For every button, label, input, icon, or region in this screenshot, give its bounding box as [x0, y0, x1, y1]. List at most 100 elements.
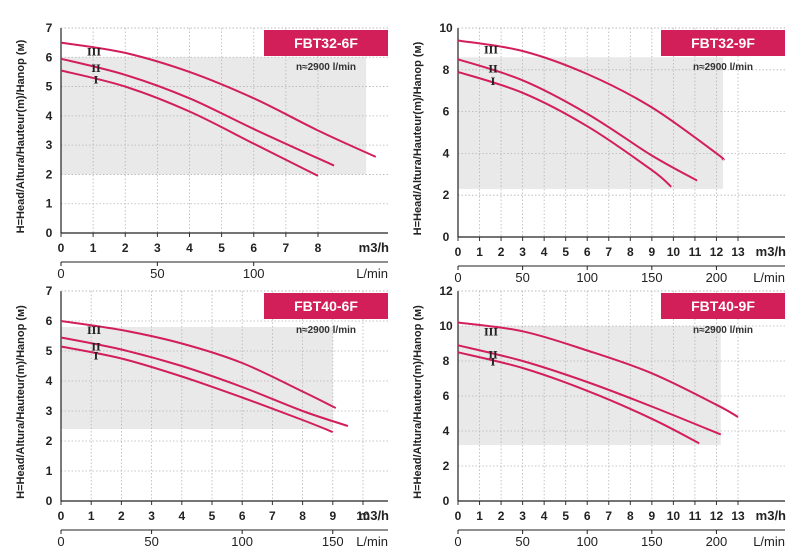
y-tick-label: 10 — [439, 21, 453, 35]
x-tick-label: 5 — [218, 241, 225, 255]
y-tick-label: 2 — [443, 188, 450, 202]
x2-axis-unit-label: L/min — [356, 266, 388, 281]
speed-label: n≈2900 l/min — [693, 325, 753, 336]
x-tick-label: 13 — [731, 245, 745, 259]
performance-curve-i — [60, 345, 334, 433]
x-tick-label: 3 — [148, 509, 155, 523]
x2-tick-label: 0 — [57, 534, 64, 549]
x-tick-label: 4 — [541, 509, 548, 523]
y-tick-label: 7 — [46, 284, 53, 298]
x2-axis-unit-label: L/min — [753, 534, 785, 549]
x-tick-label: 6 — [250, 241, 257, 255]
curve-label: II — [91, 64, 101, 75]
x-tick-label: 7 — [283, 241, 290, 255]
x-tick-label: 0 — [455, 245, 462, 259]
y-tick-label: 2 — [46, 167, 53, 181]
x-tick-label: 12 — [710, 245, 724, 259]
y-axis-title: H=Head/Altura/Hauteur(m)/Hanop (м) — [412, 41, 424, 235]
chart-title: FBT32-9F — [691, 35, 755, 51]
x2-tick-label: 50 — [144, 534, 158, 549]
x-tick-label: 6 — [239, 509, 246, 523]
x-tick-label: 10 — [667, 509, 681, 523]
x-tick-label: 5 — [562, 509, 569, 523]
curve-label: III — [87, 48, 101, 59]
y-tick-label: 0 — [46, 226, 53, 240]
performance-curve-ii — [457, 58, 698, 182]
x2-tick-label: 0 — [454, 270, 461, 285]
y-tick-label: 7 — [46, 21, 53, 35]
x-tick-label: 10 — [356, 509, 370, 523]
speed-label: n≈2900 l/min — [693, 62, 753, 73]
x-tick-label: 5 — [562, 245, 569, 259]
x-tick-label: 1 — [90, 241, 97, 255]
y-tick-label: 4 — [46, 374, 53, 388]
performance-curve-iii — [457, 39, 725, 161]
y-axis-title: H=Head/Altura/Hauteur(m)/Hanop (м) — [15, 39, 27, 233]
x-tick-label: 10 — [667, 245, 681, 259]
y-tick-label: 0 — [46, 494, 53, 508]
y-tick-label: 1 — [46, 464, 53, 478]
chart-panel-fbt32-6f: 0 1 2 3 4 5 6 7 0 1 2 3 4 5 6 7 8 m3/h 0 50 100 L/min H=Head/A… — [15, 21, 389, 281]
chart-title: FBT40-9F — [691, 298, 755, 314]
curve-label: I — [491, 77, 496, 88]
curve-label: II — [91, 343, 101, 354]
x-tick-label: 4 — [186, 241, 193, 255]
x2-tick-label: 150 — [641, 270, 663, 285]
x-tick-label: 0 — [58, 509, 65, 523]
curve-label: II — [488, 64, 498, 75]
x-tick-label: 9 — [649, 509, 656, 523]
y-tick-label: 4 — [443, 146, 450, 160]
x-tick-label: 3 — [154, 241, 161, 255]
y-axis-title: H=Head/Altura/Hauteur(m)/Hanop (м) — [412, 305, 424, 499]
x2-tick-label: 150 — [322, 534, 344, 549]
x2-tick-label: 100 — [576, 534, 598, 549]
operating-range-band — [61, 57, 367, 175]
x-tick-label: 6 — [584, 245, 591, 259]
operating-range-band — [458, 57, 723, 189]
x-tick-label: 3 — [519, 245, 526, 259]
x-tick-label: 4 — [541, 245, 548, 259]
x-tick-label: 1 — [476, 509, 483, 523]
x-axis-unit-label: m3/h — [756, 508, 786, 523]
x2-tick-label: 50 — [515, 270, 529, 285]
y-tick-label: 0 — [443, 494, 450, 508]
curve-label: I — [491, 357, 496, 368]
y-tick-label: 1 — [46, 197, 53, 211]
y-tick-label: 6 — [443, 105, 450, 119]
y-tick-label: 2 — [46, 434, 53, 448]
y-tick-label: 8 — [443, 354, 450, 368]
x-tick-label: 12 — [710, 509, 724, 523]
performance-curve-iii — [457, 321, 739, 418]
y-tick-label: 6 — [46, 50, 53, 64]
x-tick-label: 11 — [689, 245, 702, 259]
y-tick-label: 10 — [439, 319, 453, 333]
x-tick-label: 2 — [498, 509, 505, 523]
title-badge — [264, 30, 388, 56]
performance-curve-iii — [60, 41, 377, 158]
curve-label: I — [94, 75, 99, 86]
title-badge — [661, 293, 785, 319]
x2-tick-label: 0 — [57, 266, 64, 281]
curve-label: III — [87, 326, 101, 337]
y-tick-label: 0 — [443, 230, 450, 244]
x-tick-label: 0 — [455, 509, 462, 523]
performance-curve-iii — [60, 320, 337, 409]
x2-axis-unit-label: L/min — [356, 534, 388, 549]
y-tick-label: 6 — [443, 389, 450, 403]
x-tick-label: 1 — [88, 509, 95, 523]
x-tick-label: 2 — [122, 241, 129, 255]
x-tick-label: 9 — [649, 245, 656, 259]
x-tick-label: 11 — [689, 509, 702, 523]
x2-tick-label: 50 — [150, 266, 164, 281]
x-tick-label: 7 — [269, 509, 276, 523]
curve-label: III — [484, 46, 498, 57]
x-tick-label: 8 — [299, 509, 306, 523]
performance-curve-i — [457, 70, 672, 188]
performance-curve-ii — [457, 344, 722, 436]
x2-tick-label: 200 — [706, 534, 728, 549]
y-tick-label: 4 — [46, 109, 53, 123]
y-tick-label: 2 — [443, 459, 450, 473]
